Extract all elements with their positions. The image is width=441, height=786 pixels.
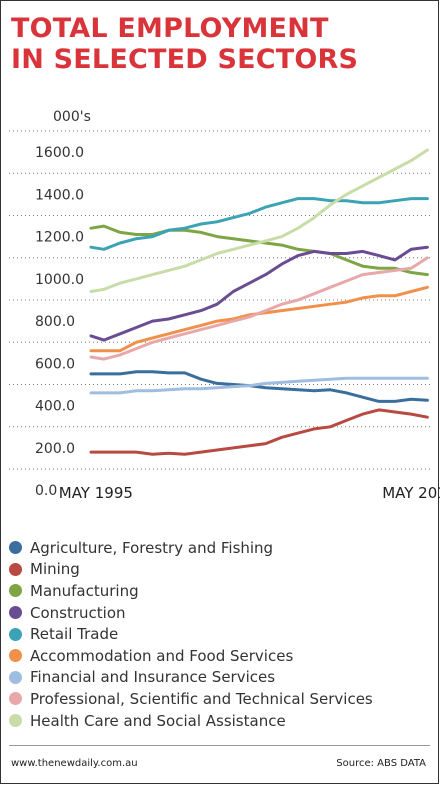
legend-label-9: Health Care and Social Assistance bbox=[30, 711, 286, 730]
legend-label-5: Retail Trade bbox=[30, 625, 119, 644]
legend-label-3: Manufacturing bbox=[30, 581, 139, 600]
y-tick-label-600: 600.0 bbox=[35, 356, 75, 372]
legend-label-6: Accommodation and Food Services bbox=[30, 646, 294, 665]
line-chart: 000's 0.0 200.0 400.0 600.0 800.0 1000.0 1200.0… bbox=[9, 109, 440, 502]
legend-item-7: Financial and Insurance Services bbox=[9, 667, 432, 689]
legend-swatch-9 bbox=[9, 714, 22, 728]
legend-item-2: Mining bbox=[9, 559, 432, 581]
series-line-3 bbox=[89, 224, 429, 277]
legend-label-8: Professional, Scientific and Technical S… bbox=[30, 689, 373, 708]
legend-swatch-5 bbox=[9, 627, 22, 641]
series-line-1 bbox=[89, 370, 429, 403]
y-tick-label-800: 800.0 bbox=[35, 314, 75, 330]
chart-legend: Agriculture, Forestry and Fishing Mining M… bbox=[9, 537, 432, 731]
y-axis-unit-label: 000's bbox=[53, 109, 91, 125]
chart-title-line-1: TOTAL EMPLOYMENT bbox=[11, 13, 329, 44]
y-tick-label-1200: 1200.0 bbox=[35, 230, 84, 246]
series-line-2 bbox=[89, 408, 429, 456]
legend-swatch-8 bbox=[9, 692, 22, 706]
y-tick-label-1600: 1600.0 bbox=[35, 145, 84, 161]
series-line-5 bbox=[89, 197, 429, 251]
legend-item-1: Agriculture, Forestry and Fishing bbox=[9, 537, 432, 559]
chart-title: TOTAL EMPLOYMENT IN SELECTED SECTORS bbox=[11, 13, 428, 75]
legend-item-8: Professional, Scientific and Technical S… bbox=[9, 688, 432, 710]
y-tick-label-1000: 1000.0 bbox=[35, 272, 84, 288]
legend-swatch-4 bbox=[9, 606, 22, 620]
chart-title-line-2: IN SELECTED SECTORS bbox=[11, 44, 359, 75]
footer: www.thenewdaily.com.au Source: ABS DATA bbox=[11, 758, 426, 769]
legend-item-9: Health Care and Social Assistance bbox=[9, 710, 432, 732]
series-line-6 bbox=[89, 285, 429, 353]
y-tick-label-1400: 1400.0 bbox=[35, 187, 84, 203]
legend-item-3: Manufacturing bbox=[9, 580, 432, 602]
series-line-4 bbox=[89, 245, 429, 342]
series-line-8 bbox=[89, 256, 429, 361]
x-tick-label-1995: MAY 1995 bbox=[59, 484, 133, 502]
series-line-9 bbox=[89, 148, 429, 293]
x-tick-label-2015: MAY 2015 bbox=[382, 484, 440, 502]
series-line-7 bbox=[89, 376, 429, 395]
footer-divider bbox=[9, 745, 430, 746]
legend-item-5: Retail Trade bbox=[9, 623, 432, 645]
legend-item-6: Accommodation and Food Services bbox=[9, 645, 432, 667]
legend-item-4: Construction bbox=[9, 602, 432, 624]
legend-label-1: Agriculture, Forestry and Fishing bbox=[30, 538, 274, 557]
legend-swatch-2 bbox=[9, 562, 22, 576]
y-tick-label-0: 0.0 bbox=[35, 483, 57, 499]
legend-label-2: Mining bbox=[30, 560, 80, 579]
y-tick-label-400: 400.0 bbox=[35, 399, 75, 415]
legend-swatch-6 bbox=[9, 649, 22, 663]
source-credit: Source: ABS DATA bbox=[336, 758, 426, 769]
legend-label-7: Financial and Insurance Services bbox=[30, 668, 276, 687]
legend-swatch-7 bbox=[9, 670, 22, 684]
y-tick-label-200: 200.0 bbox=[35, 441, 75, 457]
legend-label-4: Construction bbox=[30, 603, 126, 622]
legend-swatch-3 bbox=[9, 584, 22, 598]
legend-swatch-1 bbox=[9, 541, 22, 555]
website-credit: www.thenewdaily.com.au bbox=[11, 758, 138, 769]
